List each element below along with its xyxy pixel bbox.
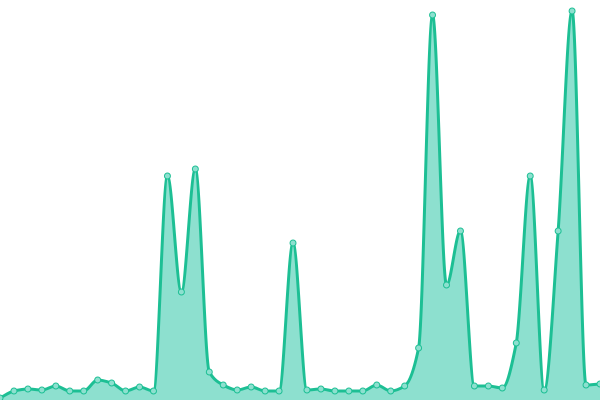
data-point — [456, 227, 464, 235]
data-point — [94, 376, 102, 384]
data-point — [568, 7, 576, 15]
data-point — [470, 382, 478, 390]
data-point — [163, 172, 171, 180]
data-point — [512, 339, 520, 347]
data-point — [345, 387, 353, 395]
data-point — [0, 394, 4, 400]
data-point — [10, 387, 18, 395]
data-point — [247, 383, 255, 391]
data-point — [108, 379, 116, 387]
data-point — [429, 11, 437, 19]
data-point — [498, 384, 506, 392]
data-point — [149, 387, 157, 395]
data-point — [289, 239, 297, 247]
data-point — [219, 381, 227, 389]
data-point — [415, 344, 423, 352]
data-point — [275, 387, 283, 395]
data-point — [303, 386, 311, 394]
area-fill — [0, 11, 600, 400]
data-point — [596, 380, 600, 388]
data-point — [331, 387, 339, 395]
data-point — [582, 381, 590, 389]
data-point — [373, 381, 381, 389]
data-point — [401, 382, 409, 390]
data-point — [122, 387, 130, 395]
data-point — [526, 172, 534, 180]
data-point — [359, 387, 367, 395]
data-point — [191, 165, 199, 173]
data-point — [554, 227, 562, 235]
data-point — [38, 386, 46, 394]
data-point — [52, 382, 60, 390]
data-point — [443, 281, 451, 289]
data-point — [261, 387, 269, 395]
data-point — [233, 386, 241, 394]
data-point — [387, 387, 395, 395]
data-point — [484, 382, 492, 390]
data-point — [80, 387, 88, 395]
data-point — [205, 368, 213, 376]
data-point — [136, 383, 144, 391]
data-point — [177, 288, 185, 296]
data-point — [317, 385, 325, 393]
data-point — [66, 387, 74, 395]
data-point — [540, 386, 548, 394]
data-point — [24, 385, 32, 393]
data-points — [0, 7, 600, 400]
